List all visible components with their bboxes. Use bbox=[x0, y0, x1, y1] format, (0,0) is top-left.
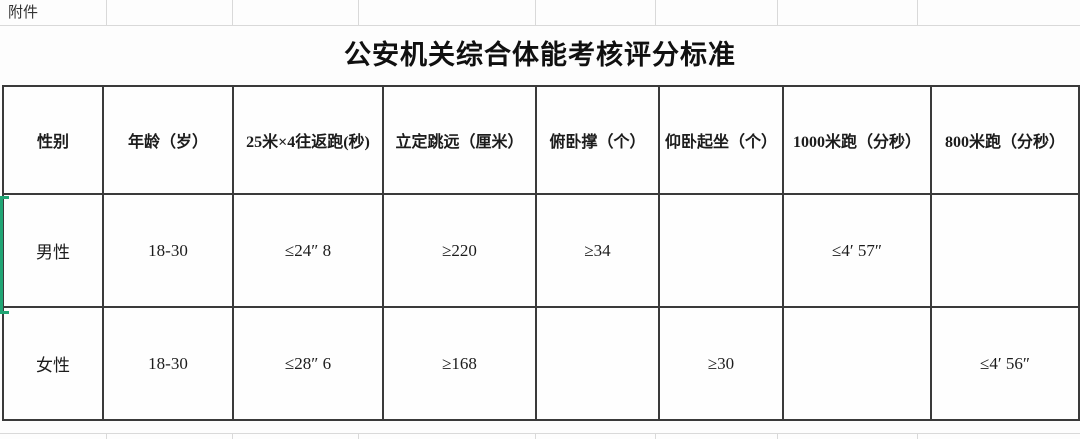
cell-1000m-male[interactable]: ≤4′ 57″ bbox=[782, 193, 932, 308]
header-800m-run[interactable]: 800米跑（分秒） bbox=[930, 85, 1080, 195]
sheet-grid-bottom bbox=[0, 433, 1080, 439]
gridline bbox=[777, 0, 778, 25]
gridline bbox=[655, 434, 656, 439]
gridline bbox=[358, 0, 359, 25]
gridline bbox=[917, 0, 918, 25]
gridline bbox=[777, 434, 778, 439]
cell-age-female[interactable]: 18-30 bbox=[102, 306, 234, 421]
cell-pushups-female-na-slash[interactable] bbox=[535, 306, 660, 421]
cell-gender-male[interactable]: 男性 bbox=[2, 193, 104, 308]
table-row-male: 男性 18-30 ≤24″ 8 ≥220 ≥34 ≤4′ 57″ bbox=[2, 193, 1080, 308]
header-gender[interactable]: 性别 bbox=[2, 85, 104, 195]
cell-jump-female[interactable]: ≥168 bbox=[382, 306, 537, 421]
sheet-grid-top: 附件 bbox=[0, 0, 1080, 26]
gridline bbox=[917, 434, 918, 439]
gridline bbox=[535, 434, 536, 439]
cell-800m-female[interactable]: ≤4′ 56″ bbox=[930, 306, 1080, 421]
selection-highlight bbox=[0, 196, 9, 314]
gridline bbox=[106, 0, 107, 25]
cell-shuttle-male[interactable]: ≤24″ 8 bbox=[232, 193, 384, 308]
gridline bbox=[232, 0, 233, 25]
gridline bbox=[358, 434, 359, 439]
attachment-label[interactable]: 附件 bbox=[8, 5, 39, 21]
header-standing-jump[interactable]: 立定跳远（厘米） bbox=[382, 85, 537, 195]
cell-gender-female[interactable]: 女性 bbox=[2, 306, 104, 421]
header-situps[interactable]: 仰卧起坐（个） bbox=[658, 85, 784, 195]
cell-pushups-male[interactable]: ≥34 bbox=[535, 193, 660, 308]
table-title[interactable]: 公安机关综合体能考核评分标准 bbox=[344, 40, 736, 70]
header-1000m-run[interactable]: 1000米跑（分秒） bbox=[782, 85, 932, 195]
header-pushups[interactable]: 俯卧撑（个） bbox=[535, 85, 660, 195]
cell-situps-male-na-slash[interactable] bbox=[658, 193, 784, 308]
header-row: 性别 年龄（岁） 25米×4往返跑(秒) 立定跳远（厘米） 俯卧撑（个） 仰卧起… bbox=[2, 85, 1080, 195]
gridline bbox=[655, 0, 656, 25]
fitness-standards-table: 性别 年龄（岁） 25米×4往返跑(秒) 立定跳远（厘米） 俯卧撑（个） 仰卧起… bbox=[2, 85, 1080, 421]
gridline bbox=[106, 434, 107, 439]
cell-800m-male-na-slash[interactable] bbox=[930, 193, 1080, 308]
cell-1000m-female-na-slash[interactable] bbox=[782, 306, 932, 421]
cell-shuttle-female[interactable]: ≤28″ 6 bbox=[232, 306, 384, 421]
gridline bbox=[535, 0, 536, 25]
header-age[interactable]: 年龄（岁） bbox=[102, 85, 234, 195]
table-row-female: 女性 18-30 ≤28″ 6 ≥168 ≥30 ≤4′ 56″ bbox=[2, 306, 1080, 421]
gridline bbox=[232, 434, 233, 439]
cell-age-male[interactable]: 18-30 bbox=[102, 193, 234, 308]
cell-situps-female[interactable]: ≥30 bbox=[658, 306, 784, 421]
header-shuttle-run[interactable]: 25米×4往返跑(秒) bbox=[232, 85, 384, 195]
cell-jump-male[interactable]: ≥220 bbox=[382, 193, 537, 308]
